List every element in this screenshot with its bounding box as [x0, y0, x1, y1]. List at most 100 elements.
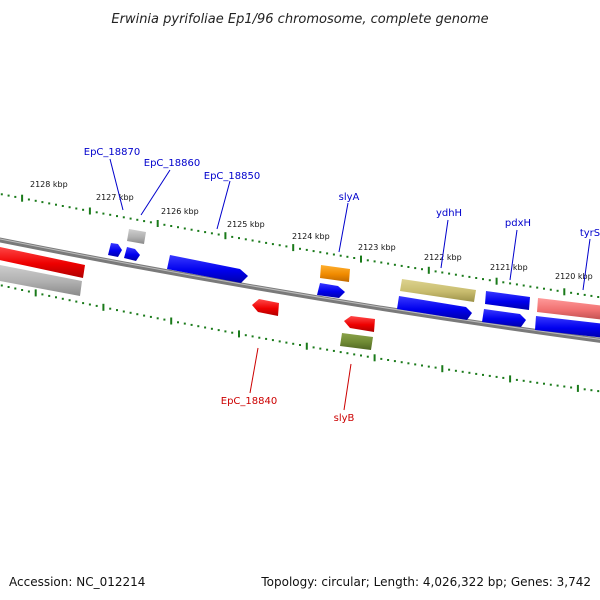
tick-minor — [380, 357, 383, 360]
tick-minor — [326, 348, 329, 351]
gene-label-epc18850: EpC_18850 — [204, 171, 260, 182]
tick-minor — [177, 321, 179, 324]
tick-minor — [190, 228, 193, 231]
tick-minor — [68, 299, 71, 302]
forward-strand-genes — [0, 229, 600, 338]
tick-minor — [421, 364, 423, 367]
tick-minor — [197, 229, 200, 232]
tick-minor — [204, 231, 207, 234]
tick-minor — [265, 241, 268, 244]
tick-minor — [299, 344, 301, 346]
tick-minor — [88, 303, 91, 306]
tick-minor — [448, 368, 451, 371]
tick-minor — [14, 195, 17, 198]
tick-minor — [55, 296, 57, 299]
leader-epc18860 — [140, 169, 171, 216]
tick-minor — [434, 270, 437, 273]
tick-minor — [454, 273, 457, 276]
tick-minor — [590, 389, 593, 392]
gene-gray-small[interactable] — [127, 229, 146, 244]
reverse-strand-genes — [0, 264, 375, 350]
tick-minor — [224, 330, 227, 333]
tick-minor — [400, 264, 403, 267]
tick-minor — [332, 349, 335, 352]
gene-label-ydhH: ydhH — [436, 208, 462, 219]
tick-minor — [177, 226, 179, 229]
tick-minor — [387, 359, 390, 361]
leader-ydhH — [440, 219, 449, 269]
label-leaders — [109, 158, 591, 411]
gene-blue-mid[interactable] — [317, 283, 345, 298]
leader-slyA — [338, 202, 349, 253]
tick-minor — [536, 286, 539, 289]
tick-major — [34, 289, 37, 297]
tick-minor — [556, 384, 559, 387]
gene-gray-left[interactable] — [0, 264, 82, 296]
tick-minor — [529, 380, 532, 383]
gene-tyrS[interactable] — [537, 298, 600, 320]
tick-minor — [475, 277, 478, 279]
kbp-label: 2120 kbp — [555, 272, 593, 281]
tick-major — [509, 375, 512, 383]
tick-minor — [393, 360, 396, 363]
gene-label-epc18870: EpC_18870 — [84, 147, 140, 158]
gene-blue-right1[interactable] — [397, 296, 472, 320]
gene-pdxH[interactable] — [485, 291, 530, 310]
tick-minor — [14, 287, 17, 290]
tick-major — [170, 317, 173, 325]
tick-minor — [339, 254, 342, 257]
gene-epc18870[interactable] — [108, 243, 122, 257]
tick-minor — [75, 300, 78, 303]
gene-epc18850[interactable] — [167, 255, 248, 283]
gene-epc18840[interactable] — [252, 299, 279, 316]
gene-red-left[interactable] — [0, 246, 85, 278]
gene-epc18860[interactable] — [124, 247, 140, 261]
tick-minor — [515, 283, 518, 286]
tick-minor — [21, 289, 24, 291]
gene-red-mid[interactable] — [344, 316, 375, 332]
tick-minor — [217, 233, 220, 236]
tick-minor — [27, 290, 30, 293]
tick-minor — [109, 307, 112, 310]
tick-minor — [529, 285, 532, 288]
tick-minor — [231, 235, 234, 238]
tick-minor — [488, 279, 491, 282]
gene-slyB[interactable] — [340, 333, 373, 350]
tick-minor — [332, 253, 335, 256]
tick-minor — [570, 386, 573, 389]
tick-minor — [299, 247, 301, 250]
gene-blue-right2[interactable] — [482, 309, 526, 327]
kbp-label: 2123 kbp — [358, 243, 396, 252]
tick-minor — [543, 287, 545, 290]
tick-minor — [217, 329, 220, 332]
gene-slyA[interactable] — [320, 265, 350, 282]
tick-minor — [339, 351, 342, 354]
tick-minor — [82, 302, 85, 305]
tick-minor — [583, 293, 586, 296]
tick-minor — [590, 294, 593, 297]
tick-minor — [353, 257, 356, 259]
tick-minor — [0, 193, 3, 196]
tick-minor — [271, 243, 274, 246]
kbp-labels: 2128 kbp 2127 kbp 2126 kbp 2125 kbp 2124… — [30, 180, 593, 281]
gene-label-epc18860: EpC_18860 — [144, 158, 200, 169]
gene-ydhH[interactable] — [400, 279, 476, 302]
gene-blue-far-right[interactable] — [535, 316, 600, 338]
tick-minor — [183, 322, 186, 325]
tick-minor — [41, 201, 44, 204]
tick-minor — [454, 369, 457, 372]
tick-minor — [475, 372, 478, 375]
ticks-outer — [0, 193, 600, 298]
tick-minor — [312, 346, 315, 349]
tick-minor — [488, 374, 491, 377]
tick-minor — [285, 341, 288, 344]
tick-minor — [461, 370, 464, 373]
tick-minor — [366, 259, 369, 262]
tick-minor — [231, 331, 234, 334]
tick-minor — [549, 288, 552, 291]
tick-minor — [468, 371, 471, 374]
tick-minor — [149, 221, 152, 224]
chromosome-backbone — [0, 237, 600, 343]
tick-minor — [482, 373, 484, 376]
